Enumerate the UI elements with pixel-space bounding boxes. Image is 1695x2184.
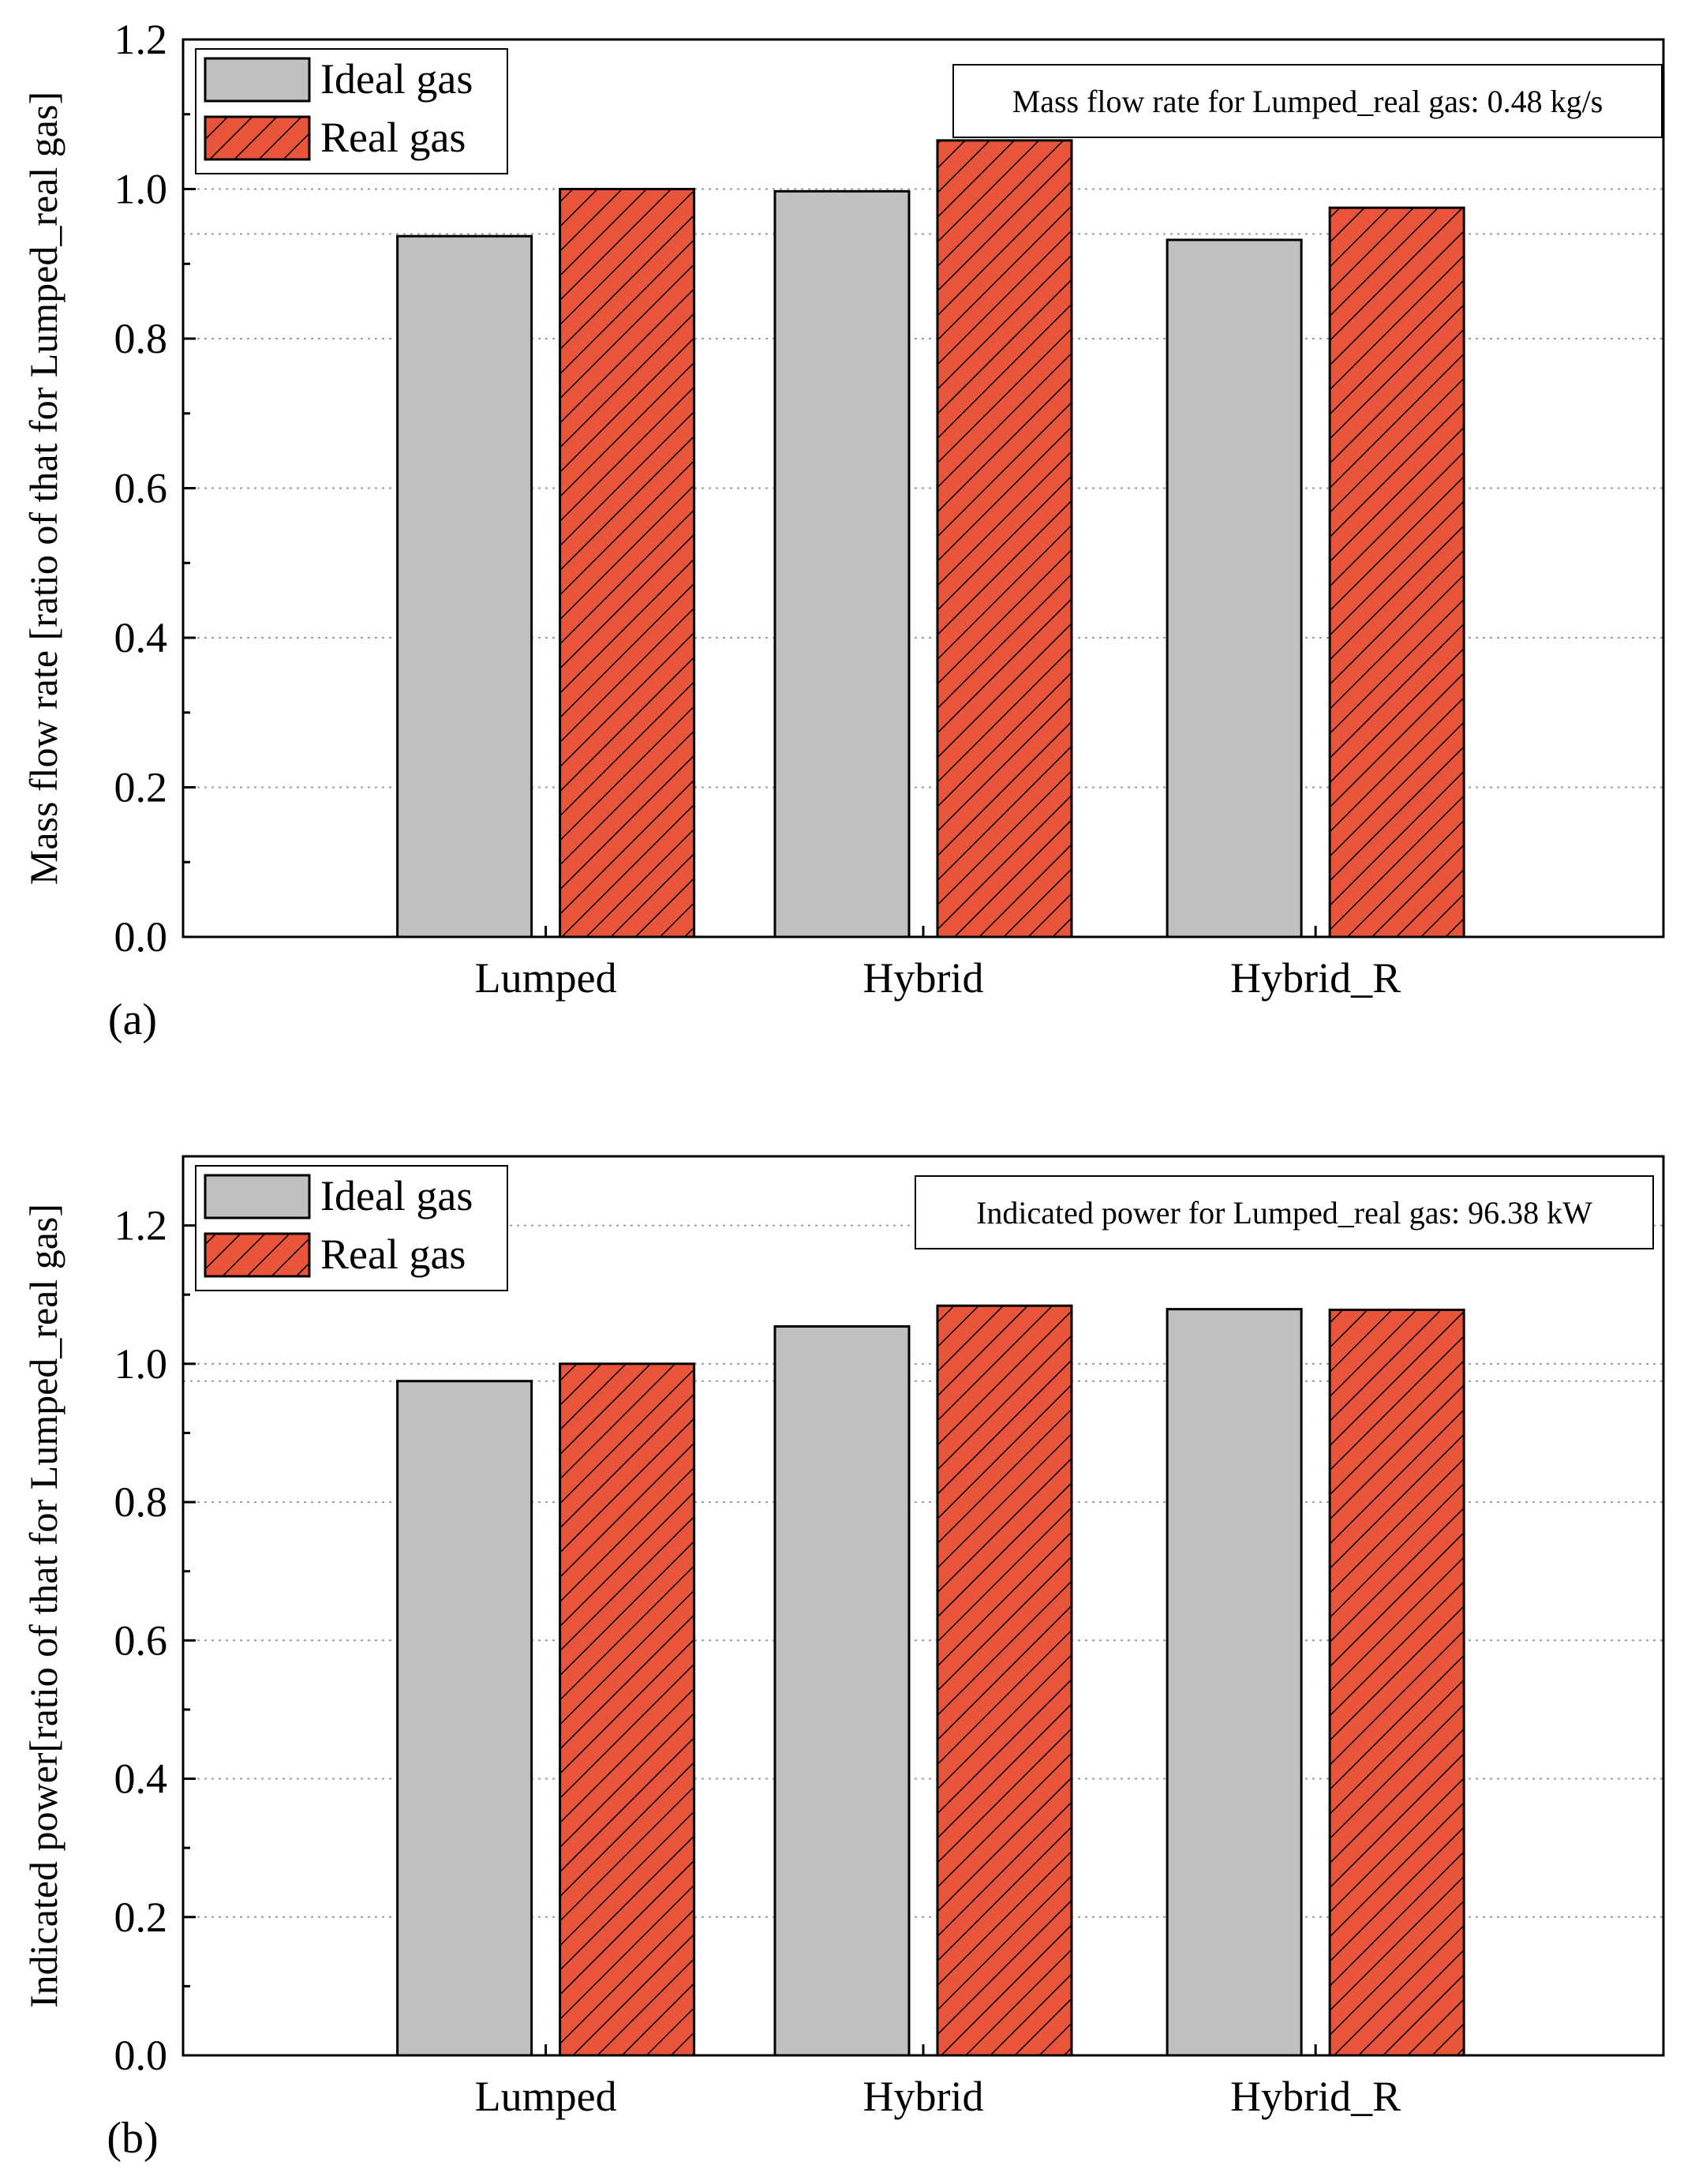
y-axis-label: Mass flow rate [ratio of that for Lumped…	[21, 92, 65, 885]
bar-real-gas	[936, 139, 1073, 938]
panel-label: (b)	[107, 2114, 158, 2163]
annotation-box	[952, 64, 1663, 138]
chart-panel-a: Lumped Hybrid Hybrid_R 0.0 0.2 0.4 0.6 0.8 1.0 1.…	[21, 16, 1665, 1044]
bar-ideal-gas	[396, 234, 533, 938]
bar-ideal-gas	[773, 1325, 911, 2057]
annotation-text: Mass flow rate for Lumped_real gas: 0.48…	[1012, 84, 1603, 119]
bar-real-gas	[1328, 206, 1465, 938]
chart-panel-b: Lumped Hybrid Hybrid_R 0.0 0.2 0.4 0.6 0.8 1.0 1.…	[21, 1155, 1665, 2163]
y-tick-label: 1.2	[114, 1202, 168, 1249]
y-tick-label: 1.0	[114, 1340, 168, 1388]
y-tick-label: 0.4	[114, 614, 168, 661]
bar-ideal-gas	[773, 189, 911, 938]
panel-label: (a)	[108, 995, 157, 1044]
x-tick-label: Hybrid_R	[1230, 2073, 1401, 2120]
legend-swatch-real-gas	[204, 115, 311, 161]
y-tick-label: 0.4	[114, 1755, 168, 1803]
bar-real-gas	[559, 1362, 696, 2057]
bar-ideal-gas	[396, 1380, 533, 2057]
legend-label: Real gas	[320, 1231, 466, 1278]
annotation: Indicated power for Lumped_real gas: 96.…	[915, 1175, 1654, 1249]
y-tick-label: 0.0	[114, 913, 168, 961]
panels: Lumped Hybrid Hybrid_R 0.0 0.2 0.4 0.6 0.8 1.0 1.…	[21, 16, 1665, 2163]
y-tick-label: 1.2	[114, 16, 168, 63]
legend-swatch-ideal-gas	[204, 57, 311, 103]
bar-ideal-gas	[1166, 1308, 1303, 2057]
x-tick-label: Lumped	[475, 2073, 617, 2120]
plot-frame	[181, 1155, 1665, 2057]
bar-ideal-gas	[1166, 238, 1303, 938]
x-tick-label: Hybrid	[863, 2073, 984, 2120]
y-tick-label: 1.0	[114, 166, 168, 213]
legend-swatch-real-gas	[204, 1232, 311, 1278]
x-tick-label: Lumped	[475, 954, 617, 1002]
legend-label: Ideal gas	[320, 55, 473, 103]
x-tick-label: Hybrid_R	[1230, 954, 1401, 1002]
annotation: Mass flow rate for Lumped_real gas: 0.48…	[952, 64, 1663, 138]
legend: Ideal gas Real gas	[195, 48, 508, 174]
annotation-text: Indicated power for Lumped_real gas: 96.…	[976, 1195, 1592, 1231]
legend-label: Ideal gas	[320, 1172, 473, 1219]
y-tick-label: 0.2	[114, 764, 168, 811]
legend-swatch-ideal-gas	[204, 1174, 311, 1219]
legend-label: Real gas	[320, 114, 466, 161]
y-axis-label: Indicated power[ratio of that for Lumped…	[21, 1204, 65, 2008]
annotation-box	[915, 1175, 1654, 1249]
bar-real-gas	[559, 188, 696, 938]
y-tick-label: 0.2	[114, 1894, 168, 1941]
bar-real-gas	[936, 1304, 1073, 2057]
y-tick-label: 0.6	[114, 465, 168, 512]
y-tick-label: 0.6	[114, 1616, 168, 1664]
y-tick-label: 0.0	[114, 2032, 168, 2079]
y-tick-label: 0.8	[114, 1478, 168, 1526]
y-tick-label: 0.8	[114, 315, 168, 362]
x-tick-label: Hybrid	[863, 954, 984, 1002]
bar-real-gas	[1328, 1309, 1465, 2057]
legend: Ideal gas Real gas	[195, 1165, 508, 1291]
